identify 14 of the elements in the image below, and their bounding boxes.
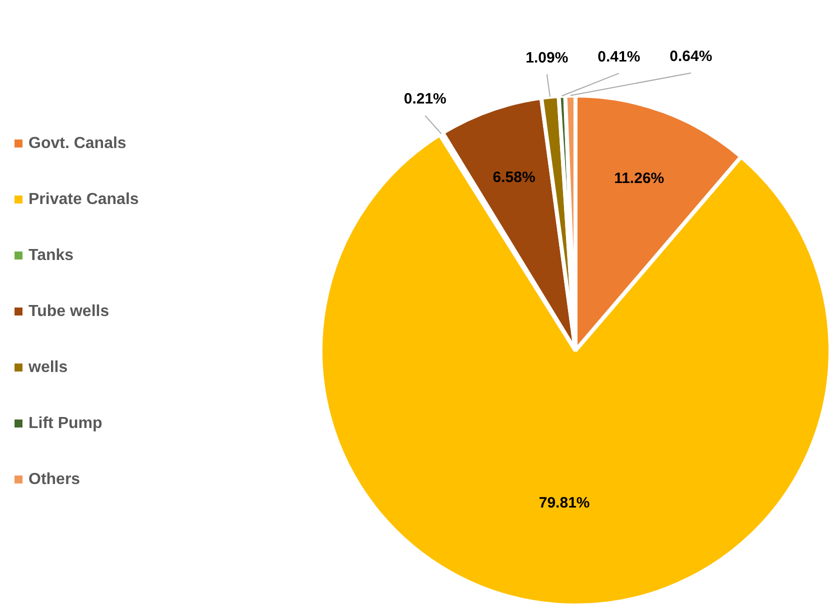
legend-label: Lift Pump	[28, 415, 102, 432]
data-label: 0.21%	[404, 90, 446, 108]
data-label: 11.26%	[614, 170, 664, 187]
legend-label: Others	[28, 471, 80, 488]
data-label: 6.58%	[492, 168, 536, 186]
legend-label: Private Canals	[28, 191, 139, 208]
legend-label: wells	[28, 359, 68, 376]
legend-label: Tube wells	[28, 303, 110, 320]
data-label: 79.81%	[538, 494, 590, 512]
data-label: 0.41%	[598, 48, 640, 66]
legend-label: Tanks	[28, 247, 74, 264]
legend-label: Govt. Canals	[28, 135, 126, 152]
data-label: 1.09%	[526, 49, 568, 66]
data-label: 0.64%	[670, 48, 712, 65]
